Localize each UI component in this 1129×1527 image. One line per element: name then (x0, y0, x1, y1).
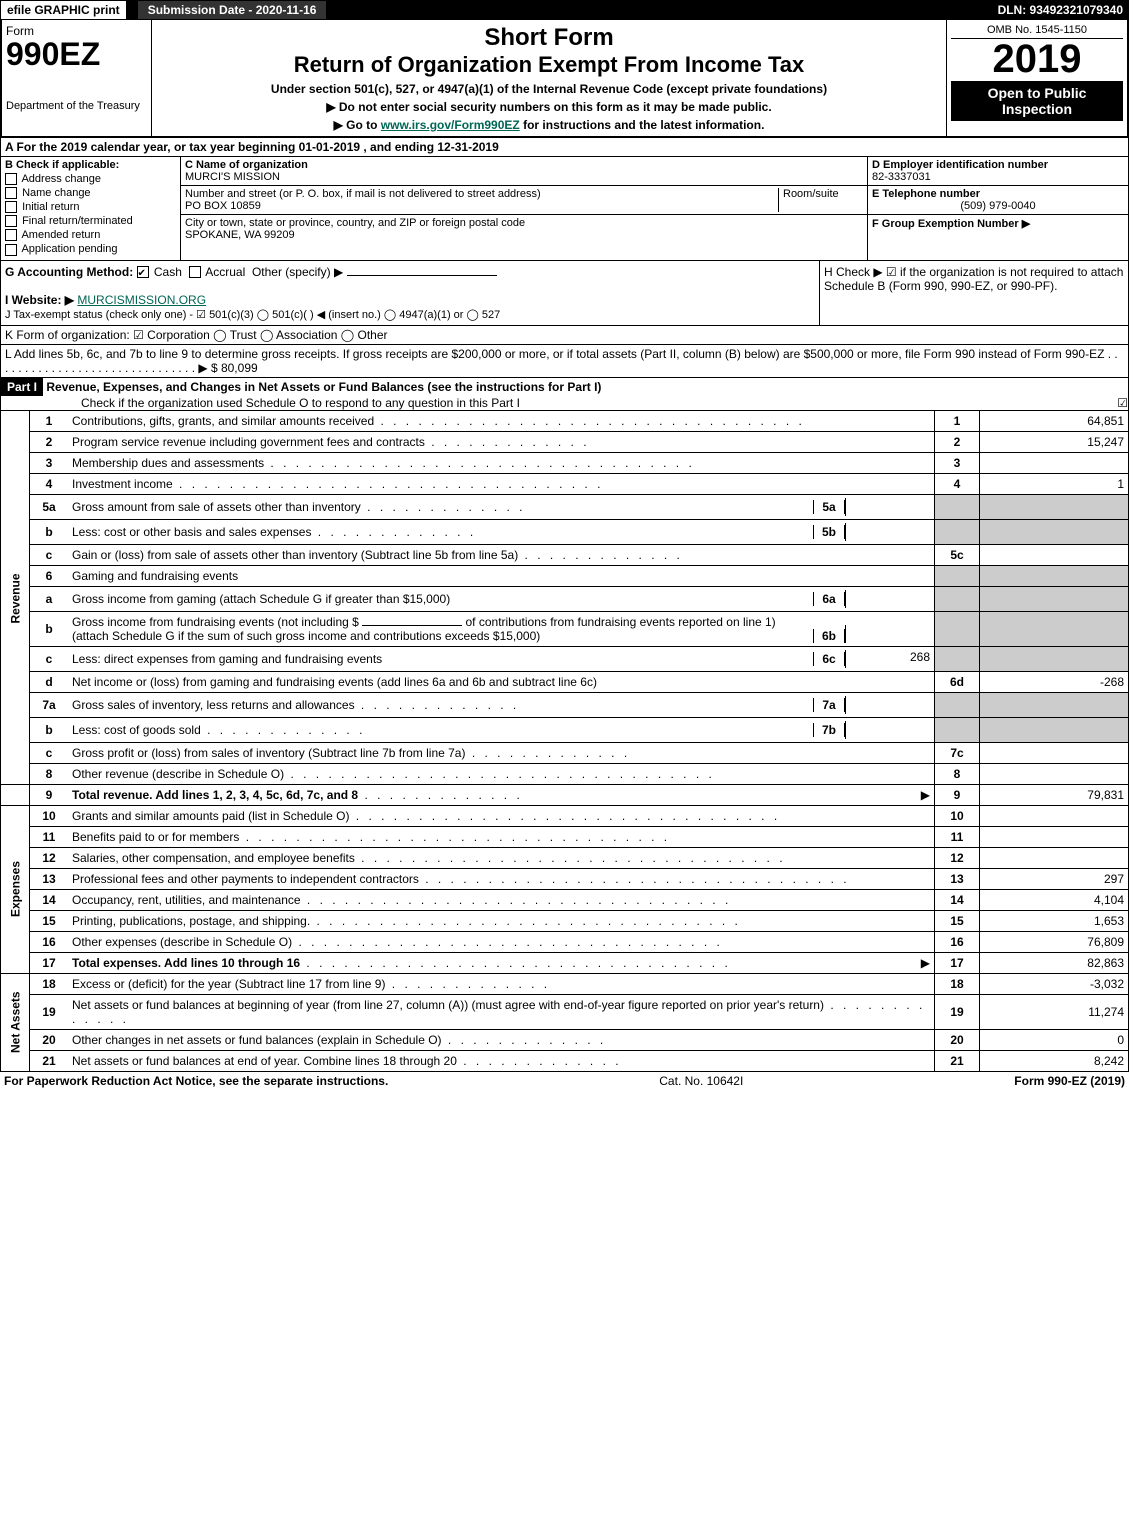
chk-pending[interactable]: Application pending (5, 243, 176, 255)
part1-table: Revenue 1 Contributions, gifts, grants, … (0, 411, 1129, 1072)
part1-check-text: Check if the organization used Schedule … (1, 396, 520, 410)
side-netassets: Net Assets (1, 973, 30, 1071)
chk-initial-return[interactable]: Initial return (5, 201, 176, 213)
title-short: Short Form (156, 24, 942, 52)
tax-year: 2019 (951, 39, 1123, 79)
val-21: 8,242 (980, 1050, 1129, 1071)
col-c-org: C Name of organization MURCI'S MISSION N… (181, 157, 868, 260)
val-19: 11,274 (980, 994, 1129, 1029)
col-b-checks: B Check if applicable: Address change Na… (1, 157, 181, 260)
h-check: H Check ▶ ☑ if the organization is not r… (820, 261, 1128, 325)
org-name-label: C Name of organization (185, 159, 308, 171)
website-link[interactable]: MURCISMISSION.ORG (77, 293, 206, 307)
open-to-public: Open to Public Inspection (951, 81, 1123, 121)
val-13: 297 (980, 868, 1129, 889)
j-tax-exempt: J Tax-exempt status (check only one) - ☑… (5, 309, 500, 321)
l-gross-receipts: $ 80,099 (211, 361, 258, 375)
subhead-2: ▶ Do not enter social security numbers o… (156, 100, 942, 114)
subhead-1: Under section 501(c), 527, or 4947(a)(1)… (156, 82, 942, 96)
submission-date: Submission Date - 2020-11-16 (137, 0, 328, 20)
other-specify-line[interactable] (347, 275, 497, 276)
row-gh: G Accounting Method: Cash Accrual Other … (0, 261, 1129, 326)
part1-header-row: Part I Revenue, Expenses, and Changes in… (0, 378, 1129, 411)
val-2: 15,247 (980, 431, 1129, 452)
val-14: 4,104 (980, 889, 1129, 910)
chk-address-change[interactable]: Address change (5, 173, 176, 185)
g-label: G Accounting Method: (5, 265, 133, 279)
val-18: -3,032 (980, 973, 1129, 994)
val-1: 64,851 (980, 411, 1129, 432)
row-l: L Add lines 5b, 6c, and 7b to line 9 to … (0, 345, 1129, 378)
val-15: 1,653 (980, 910, 1129, 931)
room-label: Room/suite (779, 188, 863, 212)
irs-link[interactable]: www.irs.gov/Form990EZ (381, 118, 520, 132)
info-grid: B Check if applicable: Address change Na… (0, 157, 1129, 261)
val-16: 76,809 (980, 931, 1129, 952)
addr-label: Number and street (or P. O. box, if mail… (185, 188, 541, 200)
part1-tag: Part I (1, 378, 43, 396)
form-header: Form 990EZ Department of the Treasury Sh… (0, 20, 1129, 138)
chk-accrual[interactable] (189, 266, 201, 278)
ein-val: 82-3337031 (872, 171, 931, 183)
part1-title: Revenue, Expenses, and Changes in Net As… (46, 380, 601, 394)
city-label: City or town, state or province, country… (185, 217, 525, 229)
val-6c: 268 (845, 650, 934, 668)
footer-right: Form 990-EZ (2019) (1014, 1074, 1125, 1088)
footer-left: For Paperwork Reduction Act Notice, see … (4, 1074, 388, 1088)
form-number: 990EZ (6, 38, 147, 70)
subhead-3: ▶ Go to www.irs.gov/Form990EZ for instru… (156, 118, 942, 132)
val-17: 82,863 (980, 952, 1129, 973)
side-expenses: Expenses (1, 805, 30, 973)
addr-val: PO BOX 10859 (185, 200, 261, 212)
dln: DLN: 93492321079340 (992, 1, 1129, 19)
row-a-tax-year: A For the 2019 calendar year, or tax yea… (0, 138, 1129, 157)
efile-tag[interactable]: efile GRAPHIC print (0, 0, 127, 20)
chk-name-change[interactable]: Name change (5, 187, 176, 199)
side-revenue: Revenue (1, 411, 30, 785)
chk-cash[interactable] (137, 266, 149, 278)
city-val: SPOKANE, WA 99209 (185, 229, 295, 241)
ein-label: D Employer identification number (872, 159, 1048, 171)
val-20: 0 (980, 1029, 1129, 1050)
footer-mid: Cat. No. 10642I (388, 1074, 1014, 1088)
val-6d: -268 (980, 671, 1129, 692)
grp-label: F Group Exemption Number ▶ (872, 218, 1030, 230)
tel-label: E Telephone number (872, 188, 980, 200)
tel-val: (509) 979-0040 (872, 200, 1124, 212)
part1-checkbox[interactable]: ☑ (1117, 396, 1128, 410)
top-bar: efile GRAPHIC print Submission Date - 20… (0, 0, 1129, 20)
row-k: K Form of organization: ☑ Corporation ◯ … (0, 326, 1129, 345)
dept-treasury: Department of the Treasury (6, 100, 147, 112)
chk-final-return[interactable]: Final return/terminated (5, 215, 176, 227)
title-return: Return of Organization Exempt From Incom… (156, 52, 942, 78)
footer: For Paperwork Reduction Act Notice, see … (0, 1072, 1129, 1090)
val-9: 79,831 (980, 784, 1129, 805)
chk-amended[interactable]: Amended return (5, 229, 176, 241)
i-label: I Website: ▶ (5, 293, 74, 307)
col-d-ids: D Employer identification number 82-3337… (868, 157, 1128, 260)
org-name: MURCI'S MISSION (185, 171, 280, 183)
val-4: 1 (980, 473, 1129, 494)
